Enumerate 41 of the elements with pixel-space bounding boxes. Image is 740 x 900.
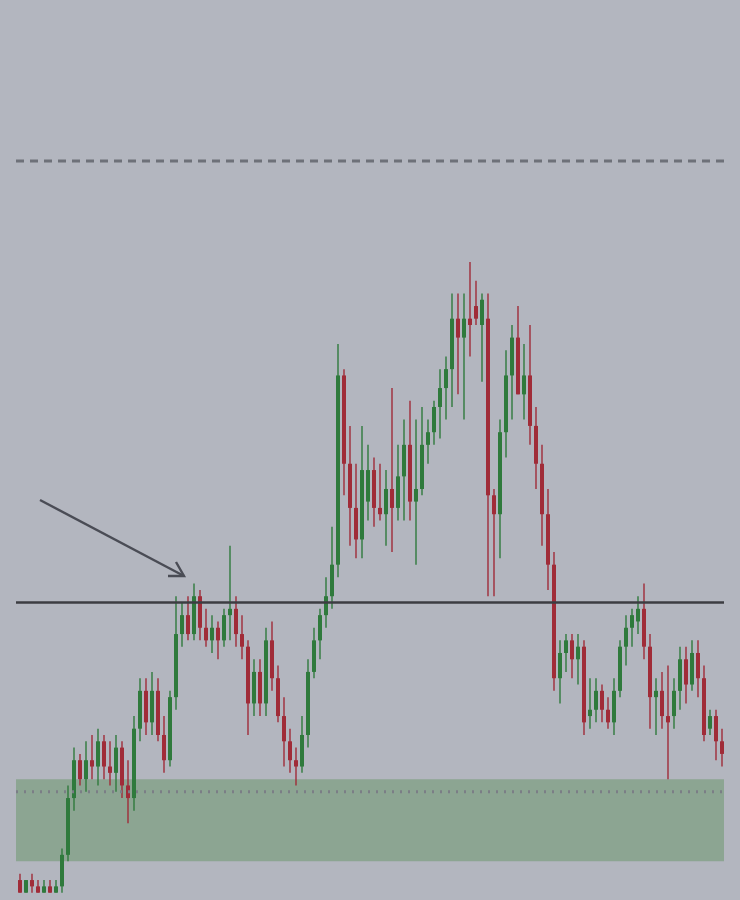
candlestick [186, 595, 190, 642]
candlestick [522, 343, 526, 421]
candlestick [468, 261, 472, 358]
candlestick [372, 456, 376, 528]
candlestick [462, 292, 466, 421]
candlestick [378, 463, 382, 522]
candlestick [192, 582, 196, 642]
candlestick [456, 292, 460, 396]
candlestick [480, 292, 484, 383]
candlestick [594, 677, 598, 724]
candlestick [708, 709, 712, 736]
candlestick [108, 740, 112, 787]
candlestick [654, 677, 658, 736]
candlestick [210, 614, 214, 654]
candlestick [666, 664, 670, 780]
candlestick [258, 658, 262, 717]
candlestick [690, 639, 694, 692]
candlestick [252, 658, 256, 717]
candlestick [102, 734, 106, 780]
candlestick [402, 418, 406, 522]
candlestick [198, 589, 202, 642]
candlestick [570, 633, 574, 679]
candlestick [714, 709, 718, 761]
candlestick [600, 683, 604, 724]
candlestick [18, 873, 22, 894]
candlestick [588, 677, 592, 730]
candlestick [90, 734, 94, 780]
candlestick [78, 753, 82, 787]
candlestick [576, 633, 580, 686]
candlestick [684, 645, 688, 705]
candlestick [96, 727, 100, 787]
candlestick [558, 639, 562, 705]
candlestick [150, 671, 154, 736]
candlestick [384, 469, 388, 547]
candlestick [390, 387, 394, 553]
candlestick [144, 677, 148, 736]
candlestick [30, 873, 34, 894]
candlestick [216, 620, 220, 660]
candlestick [84, 740, 88, 793]
candlestick [228, 545, 232, 642]
candlestick [114, 734, 118, 793]
